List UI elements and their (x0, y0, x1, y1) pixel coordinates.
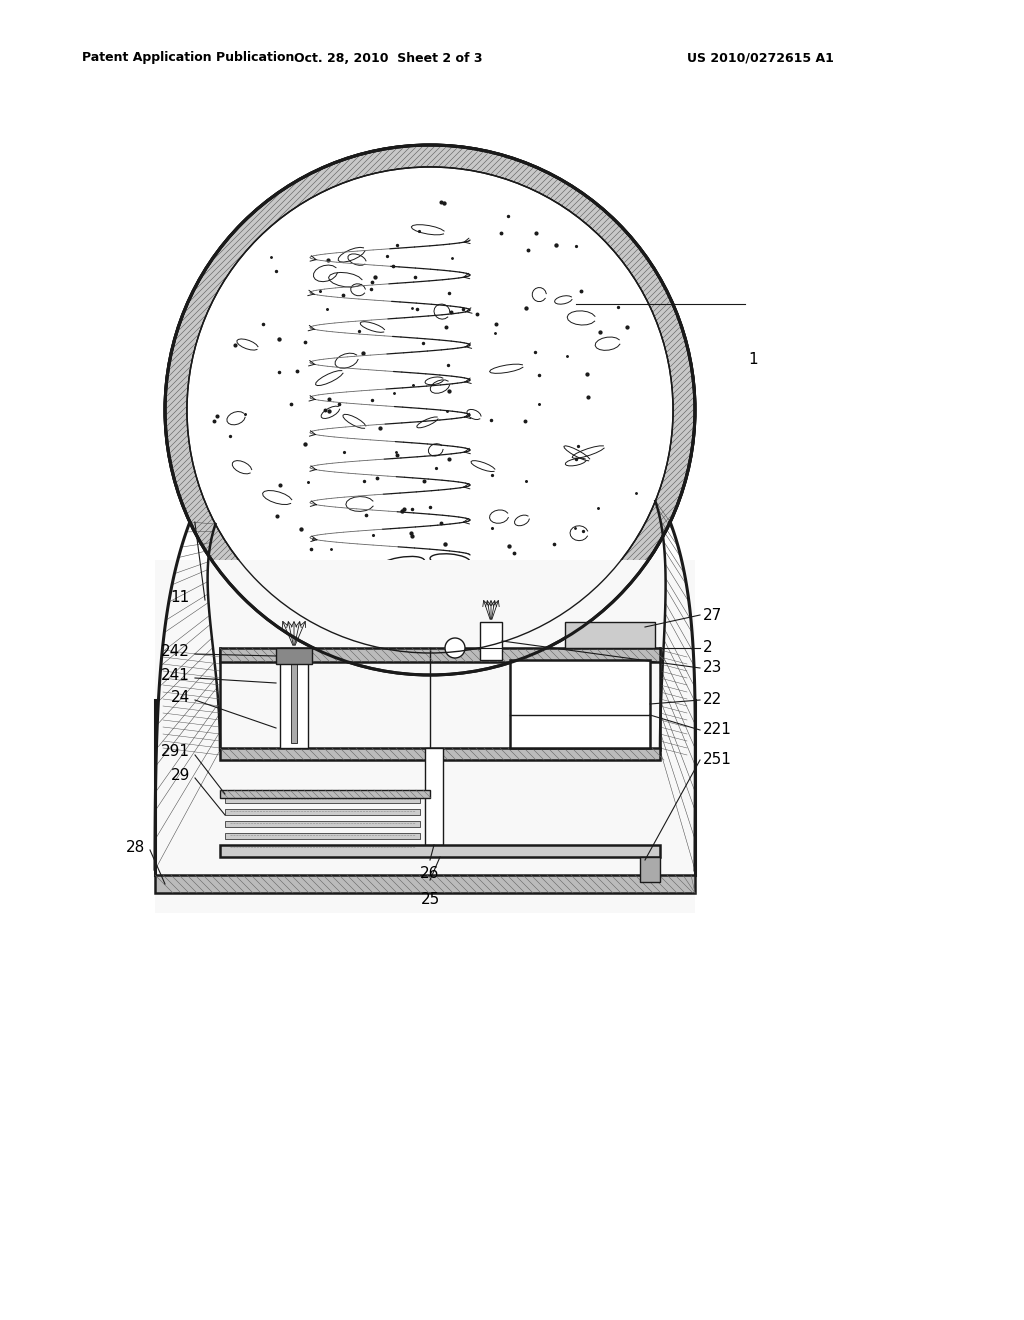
Text: Oct. 28, 2010  Sheet 2 of 3: Oct. 28, 2010 Sheet 2 of 3 (294, 51, 482, 65)
Text: 1: 1 (748, 352, 758, 367)
Bar (225, 845, 420, 851)
Bar (565, 622, 655, 648)
Bar (425, 748, 443, 845)
Text: 23: 23 (703, 660, 722, 676)
Bar (220, 845, 660, 857)
Bar (291, 653, 297, 743)
Bar (225, 833, 420, 840)
Text: 28: 28 (126, 840, 145, 854)
Text: 26: 26 (420, 866, 439, 880)
Bar (155, 875, 695, 894)
Text: 24: 24 (171, 689, 190, 705)
Bar (155, 560, 695, 913)
Bar (225, 821, 420, 828)
Text: 291: 291 (161, 744, 190, 759)
Text: FIG. 2: FIG. 2 (352, 1130, 447, 1160)
Bar (280, 648, 308, 748)
Text: 2: 2 (703, 640, 713, 656)
Circle shape (187, 168, 673, 653)
Bar (640, 857, 660, 882)
Bar (0, 917, 1024, 1320)
Text: 22: 22 (703, 693, 722, 708)
Circle shape (187, 168, 673, 653)
Text: 27: 27 (703, 607, 722, 623)
Circle shape (445, 638, 465, 657)
Bar (220, 648, 660, 663)
Text: 242: 242 (161, 644, 190, 659)
Text: 25: 25 (421, 892, 439, 908)
Bar (155, 610, 695, 895)
Text: 251: 251 (703, 752, 732, 767)
Text: 241: 241 (161, 668, 190, 682)
Bar (276, 648, 312, 664)
Bar (225, 797, 420, 803)
Text: US 2010/0272615 A1: US 2010/0272615 A1 (686, 51, 834, 65)
Bar (510, 660, 650, 748)
Text: 29: 29 (171, 767, 190, 783)
Bar (220, 789, 430, 799)
Circle shape (165, 145, 695, 675)
Bar (480, 622, 502, 660)
Text: 221: 221 (703, 722, 732, 738)
Text: Patent Application Publication: Patent Application Publication (82, 51, 294, 65)
Bar (225, 809, 420, 814)
Circle shape (165, 145, 695, 675)
Bar (220, 748, 660, 760)
Text: 11: 11 (171, 590, 190, 605)
